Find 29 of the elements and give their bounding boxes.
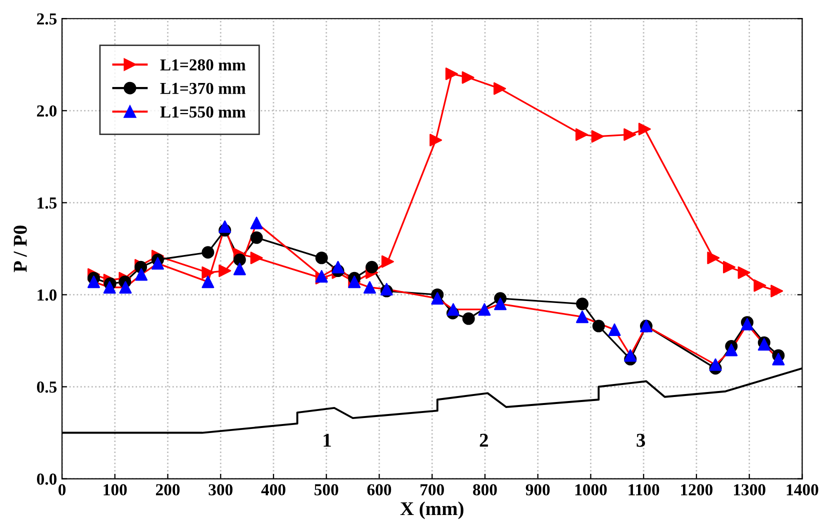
annotation: 1 [324,434,331,447]
x-tick-label: 100 [104,484,127,496]
x-axis-title: X (mm) [400,502,464,520]
x-tick-label: 1300 [734,484,766,496]
y-tick-label: 2.0 [37,105,57,117]
y-tick-label: 1.5 [38,197,57,209]
x-tick-label: 1400 [786,484,818,496]
y-tick-label: 0.5 [36,381,57,393]
x-tick-label: 300 [208,484,232,496]
x-tick-label: 400 [261,484,286,496]
x-tick-label: 600 [367,484,392,496]
x-tick-label: 1100 [628,484,660,496]
y-tick-label: 0.0 [36,474,57,485]
legend-label: L1=280 mm [160,59,246,71]
x-tick-label: 800 [473,484,497,496]
x-tick-label: 900 [526,484,550,496]
legend-label: L1=550 mm [160,106,246,118]
annotation: 3 [636,434,646,447]
x-tick-label: 1200 [681,484,712,496]
x-tick-label: 1000 [575,484,607,496]
y-axis-title: P / P0 [14,226,27,272]
x-tick-label: 700 [420,484,444,496]
annotation: 2 [480,434,488,447]
x-tick-label: 0 [58,484,66,496]
y-tick-label: 2.5 [37,13,57,25]
legend-label: L1=370 mm [160,82,246,94]
x-tick-label: 500 [314,484,338,496]
x-tick-label: 200 [156,484,180,496]
y-tick-label: 1.0 [38,289,57,301]
